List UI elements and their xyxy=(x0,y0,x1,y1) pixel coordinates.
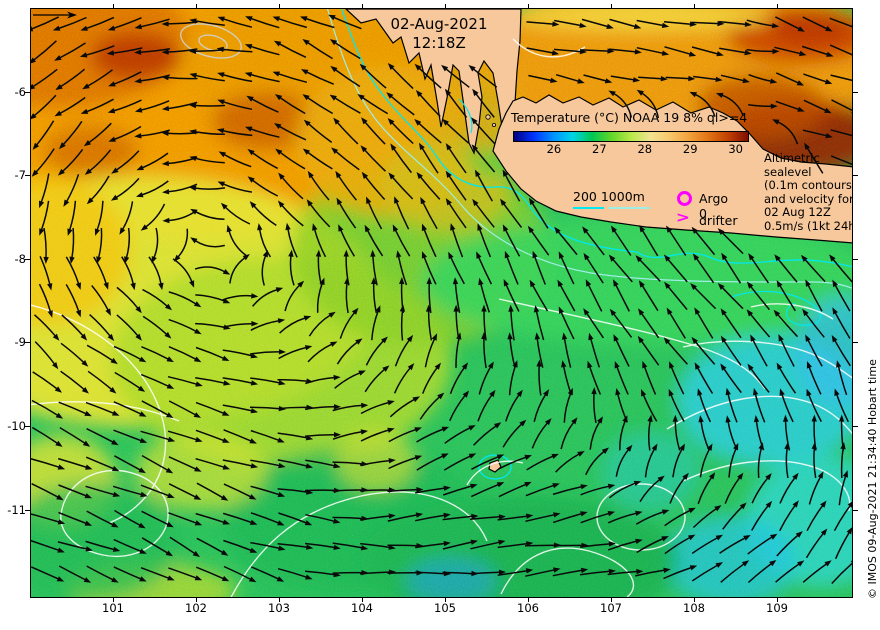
x-tick-label: 106 xyxy=(517,601,539,615)
y-tick-label: -6 xyxy=(14,84,26,99)
altimetry-annotation: Altimetric sealevel (0.1m contours) and … xyxy=(764,151,853,233)
annotation-line: 02 Aug 12Z xyxy=(764,205,831,219)
date-label: 02-Aug-2021 12:18Z xyxy=(349,15,529,53)
annotation-line: and velocity for xyxy=(764,191,853,206)
colorbar-tick: 28 xyxy=(637,142,653,156)
x-tick-label: 108 xyxy=(683,601,705,615)
colorbar-tick-labels: 26 27 28 29 30 xyxy=(513,142,753,156)
bathymetry-200m-line xyxy=(573,207,604,209)
y-tick-label: -11 xyxy=(7,502,26,517)
land-islet xyxy=(491,123,496,128)
argo-float-icon xyxy=(677,191,692,206)
bathymetry-1000m-line xyxy=(608,207,650,209)
x-tick-label: 109 xyxy=(766,601,788,615)
x-tick-label: 102 xyxy=(185,601,207,615)
map-canvas[interactable]: 02-Aug-2021 12:18Z Temperature (°C) NOAA… xyxy=(30,8,853,598)
colorbar-tick: 30 xyxy=(728,142,743,156)
x-tick-label: 107 xyxy=(600,601,622,615)
drifter-label: drifter xyxy=(699,213,738,228)
y-tick-label: -9 xyxy=(14,335,26,350)
date-line1: 02-Aug-2021 xyxy=(390,15,488,33)
y-tick-label: -8 xyxy=(14,251,26,266)
x-tick-label: 103 xyxy=(268,601,290,615)
argo-label: Argo 0 xyxy=(699,191,729,221)
date-line2: 12:18Z xyxy=(412,34,466,52)
y-tick-label: -7 xyxy=(14,168,26,183)
temperature-colorbar xyxy=(513,131,749,142)
annotation-line: 0.5m/s (1kt 24h) xyxy=(764,218,853,233)
drifter-arrow-icon: > xyxy=(675,210,690,226)
sea-level-contours xyxy=(31,23,852,597)
colorbar-tick: 29 xyxy=(682,142,698,156)
current-vectors xyxy=(31,14,852,585)
bathymetry-contours xyxy=(326,9,852,480)
x-tick-label: 104 xyxy=(351,601,373,615)
y-tick-label: -10 xyxy=(7,419,26,433)
x-tick-label: 105 xyxy=(434,601,456,615)
copyright-note: © IMOS 09-Aug-2021 21:34:40 Hobart time xyxy=(866,359,879,599)
colorbar-title: Temperature (°C) NOAA 19 8% ql>=4 xyxy=(511,110,748,125)
velocity-scale-arrow xyxy=(33,11,77,19)
land-islet xyxy=(485,114,491,120)
colorbar-tick: 27 xyxy=(592,142,607,156)
x-tick-label: 101 xyxy=(102,601,124,615)
colorbar-tick: 26 xyxy=(546,142,562,156)
annotation-line: (0.1m contours) xyxy=(764,178,853,192)
annotation-line: Altimetric sealevel xyxy=(764,151,820,179)
bathymetry-legend-label: 200 1000m xyxy=(573,189,645,204)
